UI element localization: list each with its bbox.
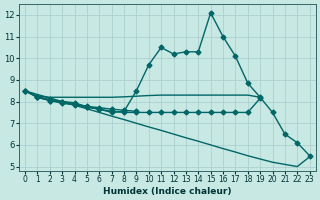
X-axis label: Humidex (Indice chaleur): Humidex (Indice chaleur) bbox=[103, 187, 232, 196]
